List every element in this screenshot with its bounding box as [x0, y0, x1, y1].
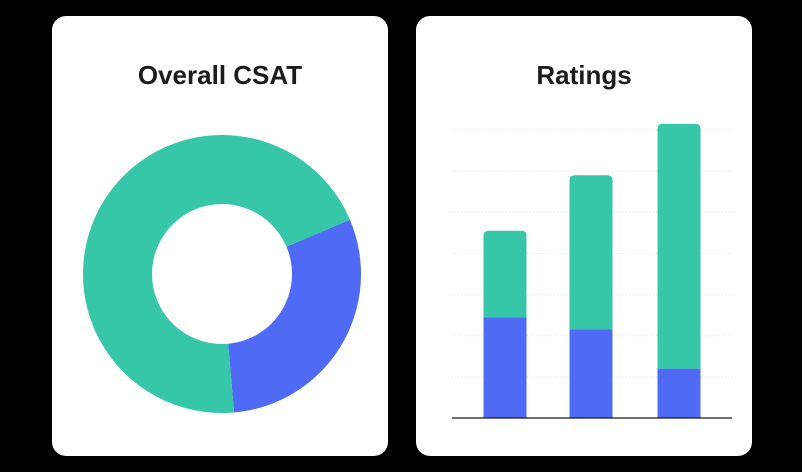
bar-1-segment-0: [569, 329, 613, 418]
bar-0-segment-0: [483, 317, 527, 418]
donut-slice-1: [82, 135, 350, 413]
csat-card: Overall CSAT: [52, 16, 388, 456]
bar-1-segment-1: [569, 175, 613, 330]
bar-0-segment-1: [483, 230, 527, 318]
csat-donut-chart: [82, 135, 361, 413]
bar-2-segment-0: [657, 368, 701, 418]
bar-2-segment-1: [657, 123, 701, 369]
donut-slice-0: [228, 219, 361, 413]
ratings-title: Ratings: [536, 60, 632, 90]
csat-title: Overall CSAT: [137, 60, 303, 90]
ratings-card: Ratings: [416, 16, 752, 456]
ratings-bar-chart: [452, 123, 732, 419]
